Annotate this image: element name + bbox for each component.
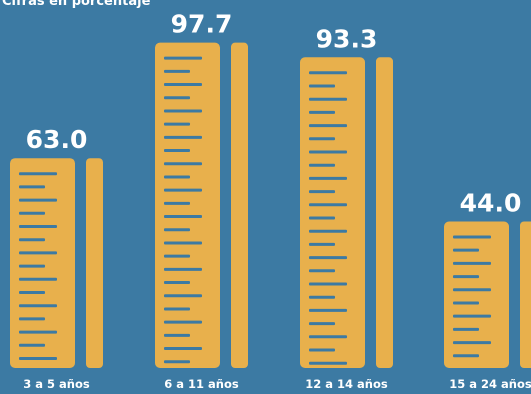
ruler-tick — [164, 109, 202, 113]
ruler-tick — [309, 256, 347, 260]
ruler-tick — [309, 84, 335, 88]
chart-subtitle: Cifras en porcentaje — [2, 0, 151, 9]
ruler-tick — [309, 361, 347, 365]
category-label-4: 15 a 24 años — [449, 377, 531, 391]
ruler-tick — [164, 267, 202, 271]
ruler-tick — [19, 277, 57, 281]
ruler-tick — [453, 275, 479, 279]
ruler-tick — [309, 229, 347, 233]
ruler-bar-4 — [444, 221, 509, 368]
ruler-strip-1 — [86, 158, 103, 368]
ruler-tick — [164, 201, 190, 205]
ruler-tick — [19, 357, 57, 361]
ruler-bar-2 — [155, 42, 220, 369]
ruler-tick — [164, 215, 202, 219]
ruler-tick — [309, 269, 335, 273]
value-label-2: 97.7 — [171, 10, 233, 39]
ruler-bar-1 — [10, 158, 75, 368]
ruler-tick — [453, 301, 479, 305]
ruler-tick — [309, 348, 335, 352]
ruler-tick — [309, 163, 335, 167]
value-label-3: 93.3 — [316, 24, 378, 53]
ruler-tick — [309, 295, 335, 299]
ruler-tick — [453, 248, 479, 252]
ruler-tick — [19, 225, 57, 229]
ruler-tick — [453, 354, 479, 358]
value-label-4: 44.0 — [460, 188, 522, 217]
ruler-strip-3 — [376, 57, 393, 368]
ruler-tick — [309, 242, 335, 246]
ruler-tick — [164, 241, 202, 245]
ruler-tick — [164, 83, 202, 87]
ruler-tick — [309, 150, 347, 154]
ruler-tick — [309, 190, 335, 194]
ruler-tick — [453, 288, 491, 292]
ruler-tick — [19, 304, 57, 308]
ruler-tick — [19, 343, 45, 347]
ruler-tick — [309, 282, 347, 286]
ruler-tick — [164, 175, 190, 179]
ruler-tick — [19, 172, 57, 176]
ruler-tick — [19, 264, 45, 268]
ruler-tick — [19, 330, 57, 334]
ruler-tick — [309, 97, 347, 101]
ruler-tick — [453, 314, 491, 318]
ruler-tick — [453, 235, 491, 239]
ruler-tick — [164, 281, 190, 285]
ruler-tick — [164, 294, 202, 298]
ruler-tick — [164, 162, 202, 166]
ruler-tick — [309, 137, 335, 141]
ruler-bar-3 — [300, 57, 365, 368]
ruler-tick — [19, 251, 57, 255]
ruler-tick — [164, 254, 190, 258]
ruler-tick — [19, 291, 45, 295]
ruler-tick — [19, 238, 45, 242]
ruler-tick — [453, 261, 491, 265]
ruler-strip-4 — [520, 221, 531, 368]
ruler-tick — [164, 360, 190, 364]
ruler-tick — [309, 203, 347, 207]
category-label-3: 12 a 14 años — [305, 377, 388, 391]
ruler-tick — [19, 198, 57, 202]
ruler-tick — [309, 176, 347, 180]
ruler-tick — [164, 135, 202, 139]
ruler-tick — [164, 320, 202, 324]
ruler-tick — [164, 228, 190, 232]
ruler-tick — [309, 322, 335, 326]
ruler-tick — [164, 333, 190, 337]
ruler-tick — [309, 124, 347, 128]
ruler-tick — [164, 307, 190, 311]
ruler-tick — [453, 327, 479, 331]
ruler-tick — [309, 110, 335, 114]
ruler-tick — [309, 216, 335, 220]
ruler-tick — [164, 149, 190, 153]
ruler-tick — [19, 211, 45, 215]
ruler-tick — [309, 71, 347, 75]
ruler-tick — [309, 335, 347, 339]
category-label-2: 6 a 11 años — [164, 377, 239, 391]
ruler-tick — [164, 96, 190, 100]
category-label-1: 3 a 5 años — [23, 377, 90, 391]
ruler-tick — [164, 69, 190, 73]
ruler-tick — [309, 308, 347, 312]
ruler-tick — [164, 188, 202, 192]
ruler-tick — [453, 341, 491, 345]
value-label-1: 63.0 — [26, 125, 88, 154]
ruler-tick — [19, 185, 45, 189]
ruler-tick — [19, 317, 45, 321]
ruler-tick — [164, 347, 202, 351]
ruler-strip-2 — [231, 42, 248, 369]
ruler-tick — [164, 122, 190, 126]
ruler-tick — [164, 56, 202, 60]
